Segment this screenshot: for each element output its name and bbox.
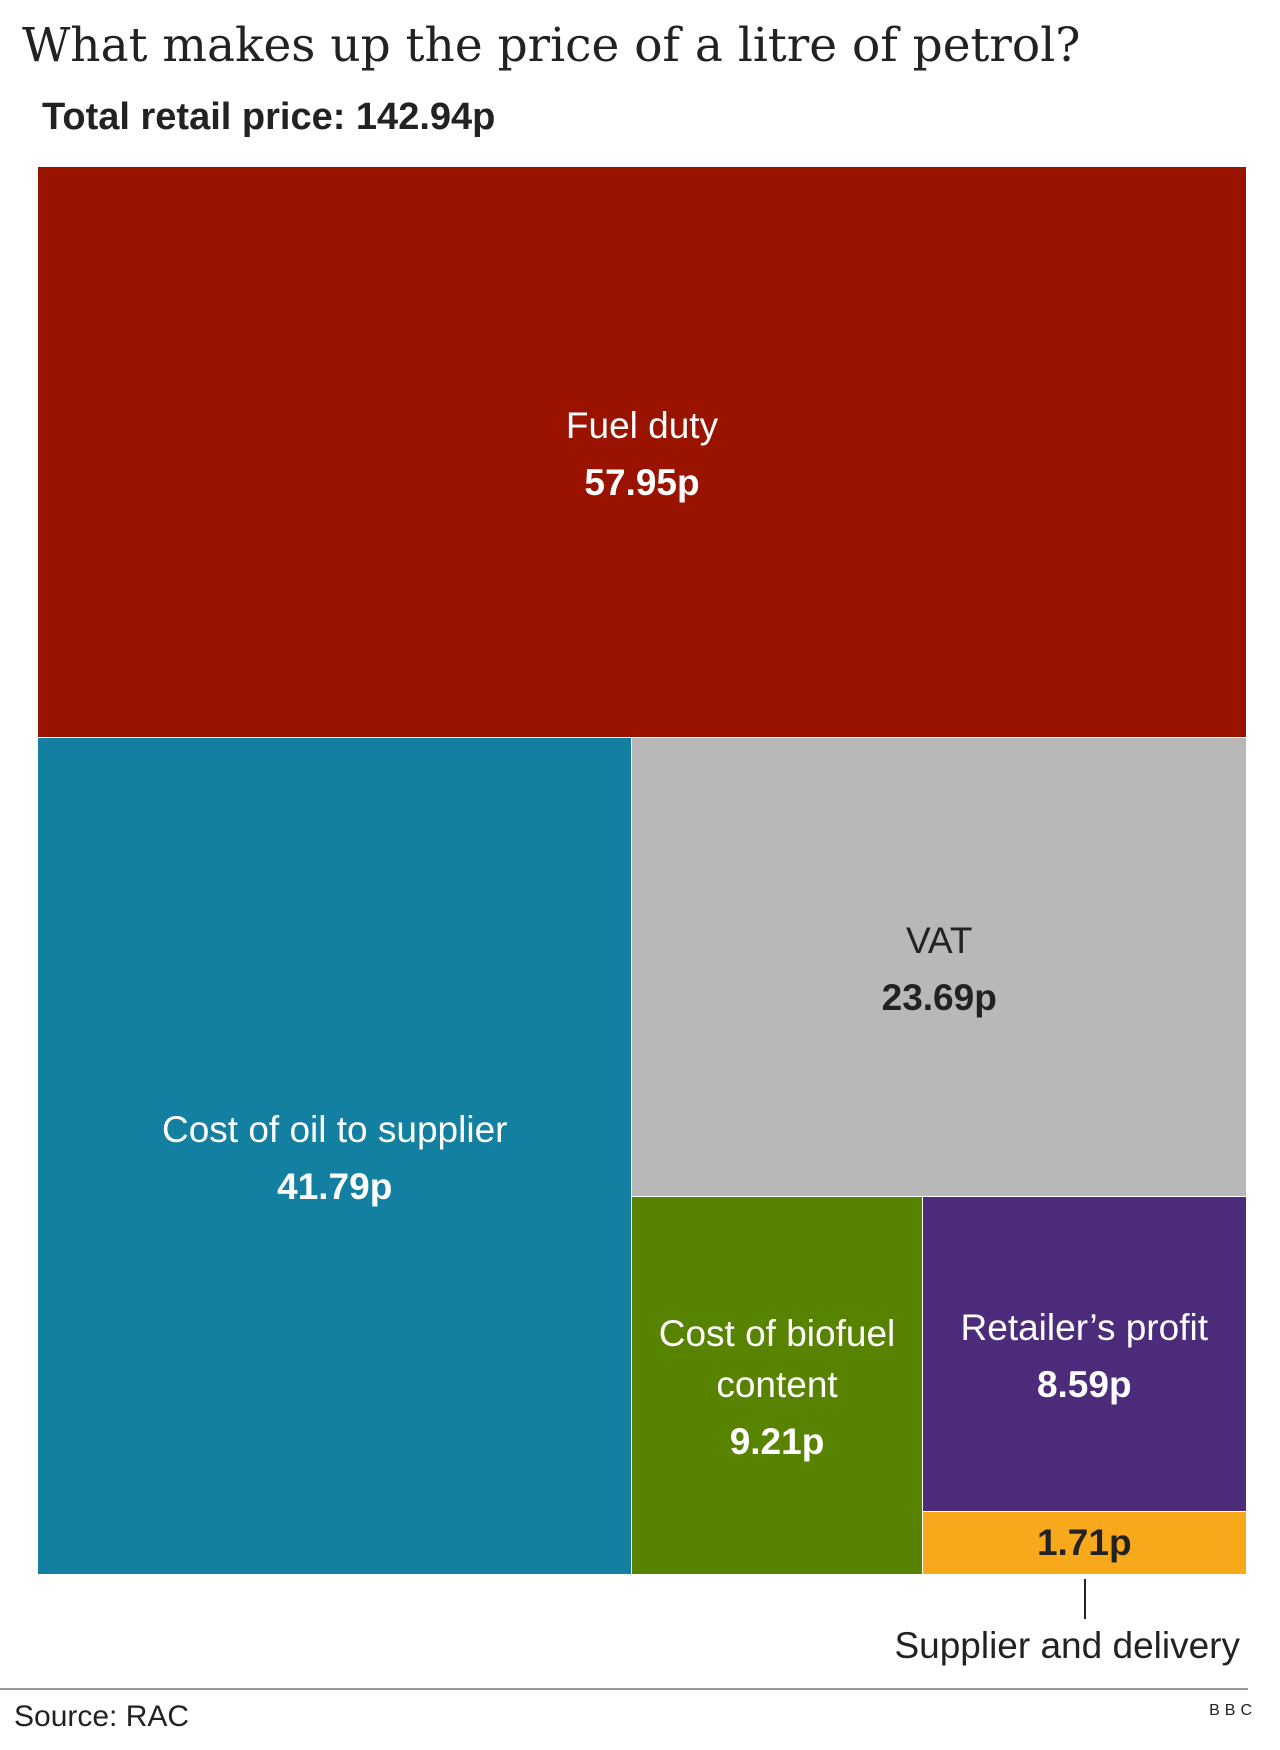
treemap-cell: Cost of oil to supplier 41.79p (38, 737, 633, 1575)
chart-subtitle: Total retail price: 142.94p (42, 96, 496, 138)
cell-value-label: 23.69p (881, 976, 997, 1018)
treemap-cell: Cost of biofuel content 9.21p (632, 1196, 923, 1575)
cell-value-label: 1.71p (1036, 1522, 1132, 1564)
source: Source: RAC (14, 1700, 190, 1733)
leader-line (1083, 1579, 1086, 1619)
logo-letter: C (1240, 1702, 1252, 1719)
treemap-cell: 1.71p (922, 1512, 1247, 1575)
cell-label: Retailer’s profit (960, 1307, 1208, 1349)
treemap-cell: VAT 23.69p (632, 737, 1247, 1197)
cell-value-label: 41.79p (277, 1165, 393, 1207)
annotation: Supplier and delivery (894, 1625, 1240, 1666)
cell-value-label: 9.21p (729, 1421, 825, 1463)
treemap-cell: Retailer’s profit 8.59p (922, 1196, 1247, 1513)
footer-rule (0, 1688, 1248, 1690)
cell-label: VAT (905, 919, 973, 961)
cell-label: Cost of oil to supplier (161, 1109, 508, 1150)
chart-title: What makes up the price of a litre of pe… (22, 18, 1081, 73)
cell-value-label: 8.59p (1036, 1363, 1132, 1405)
logo-letter: B (1209, 1702, 1220, 1719)
logo-letter: B (1224, 1702, 1236, 1719)
cell-value-label: 57.95p (584, 461, 700, 503)
cell-label: Fuel duty (565, 405, 719, 446)
cell-label: Cost of biofuel content (658, 1312, 896, 1406)
treemap-cell: Fuel duty 57.95p (38, 167, 1247, 738)
